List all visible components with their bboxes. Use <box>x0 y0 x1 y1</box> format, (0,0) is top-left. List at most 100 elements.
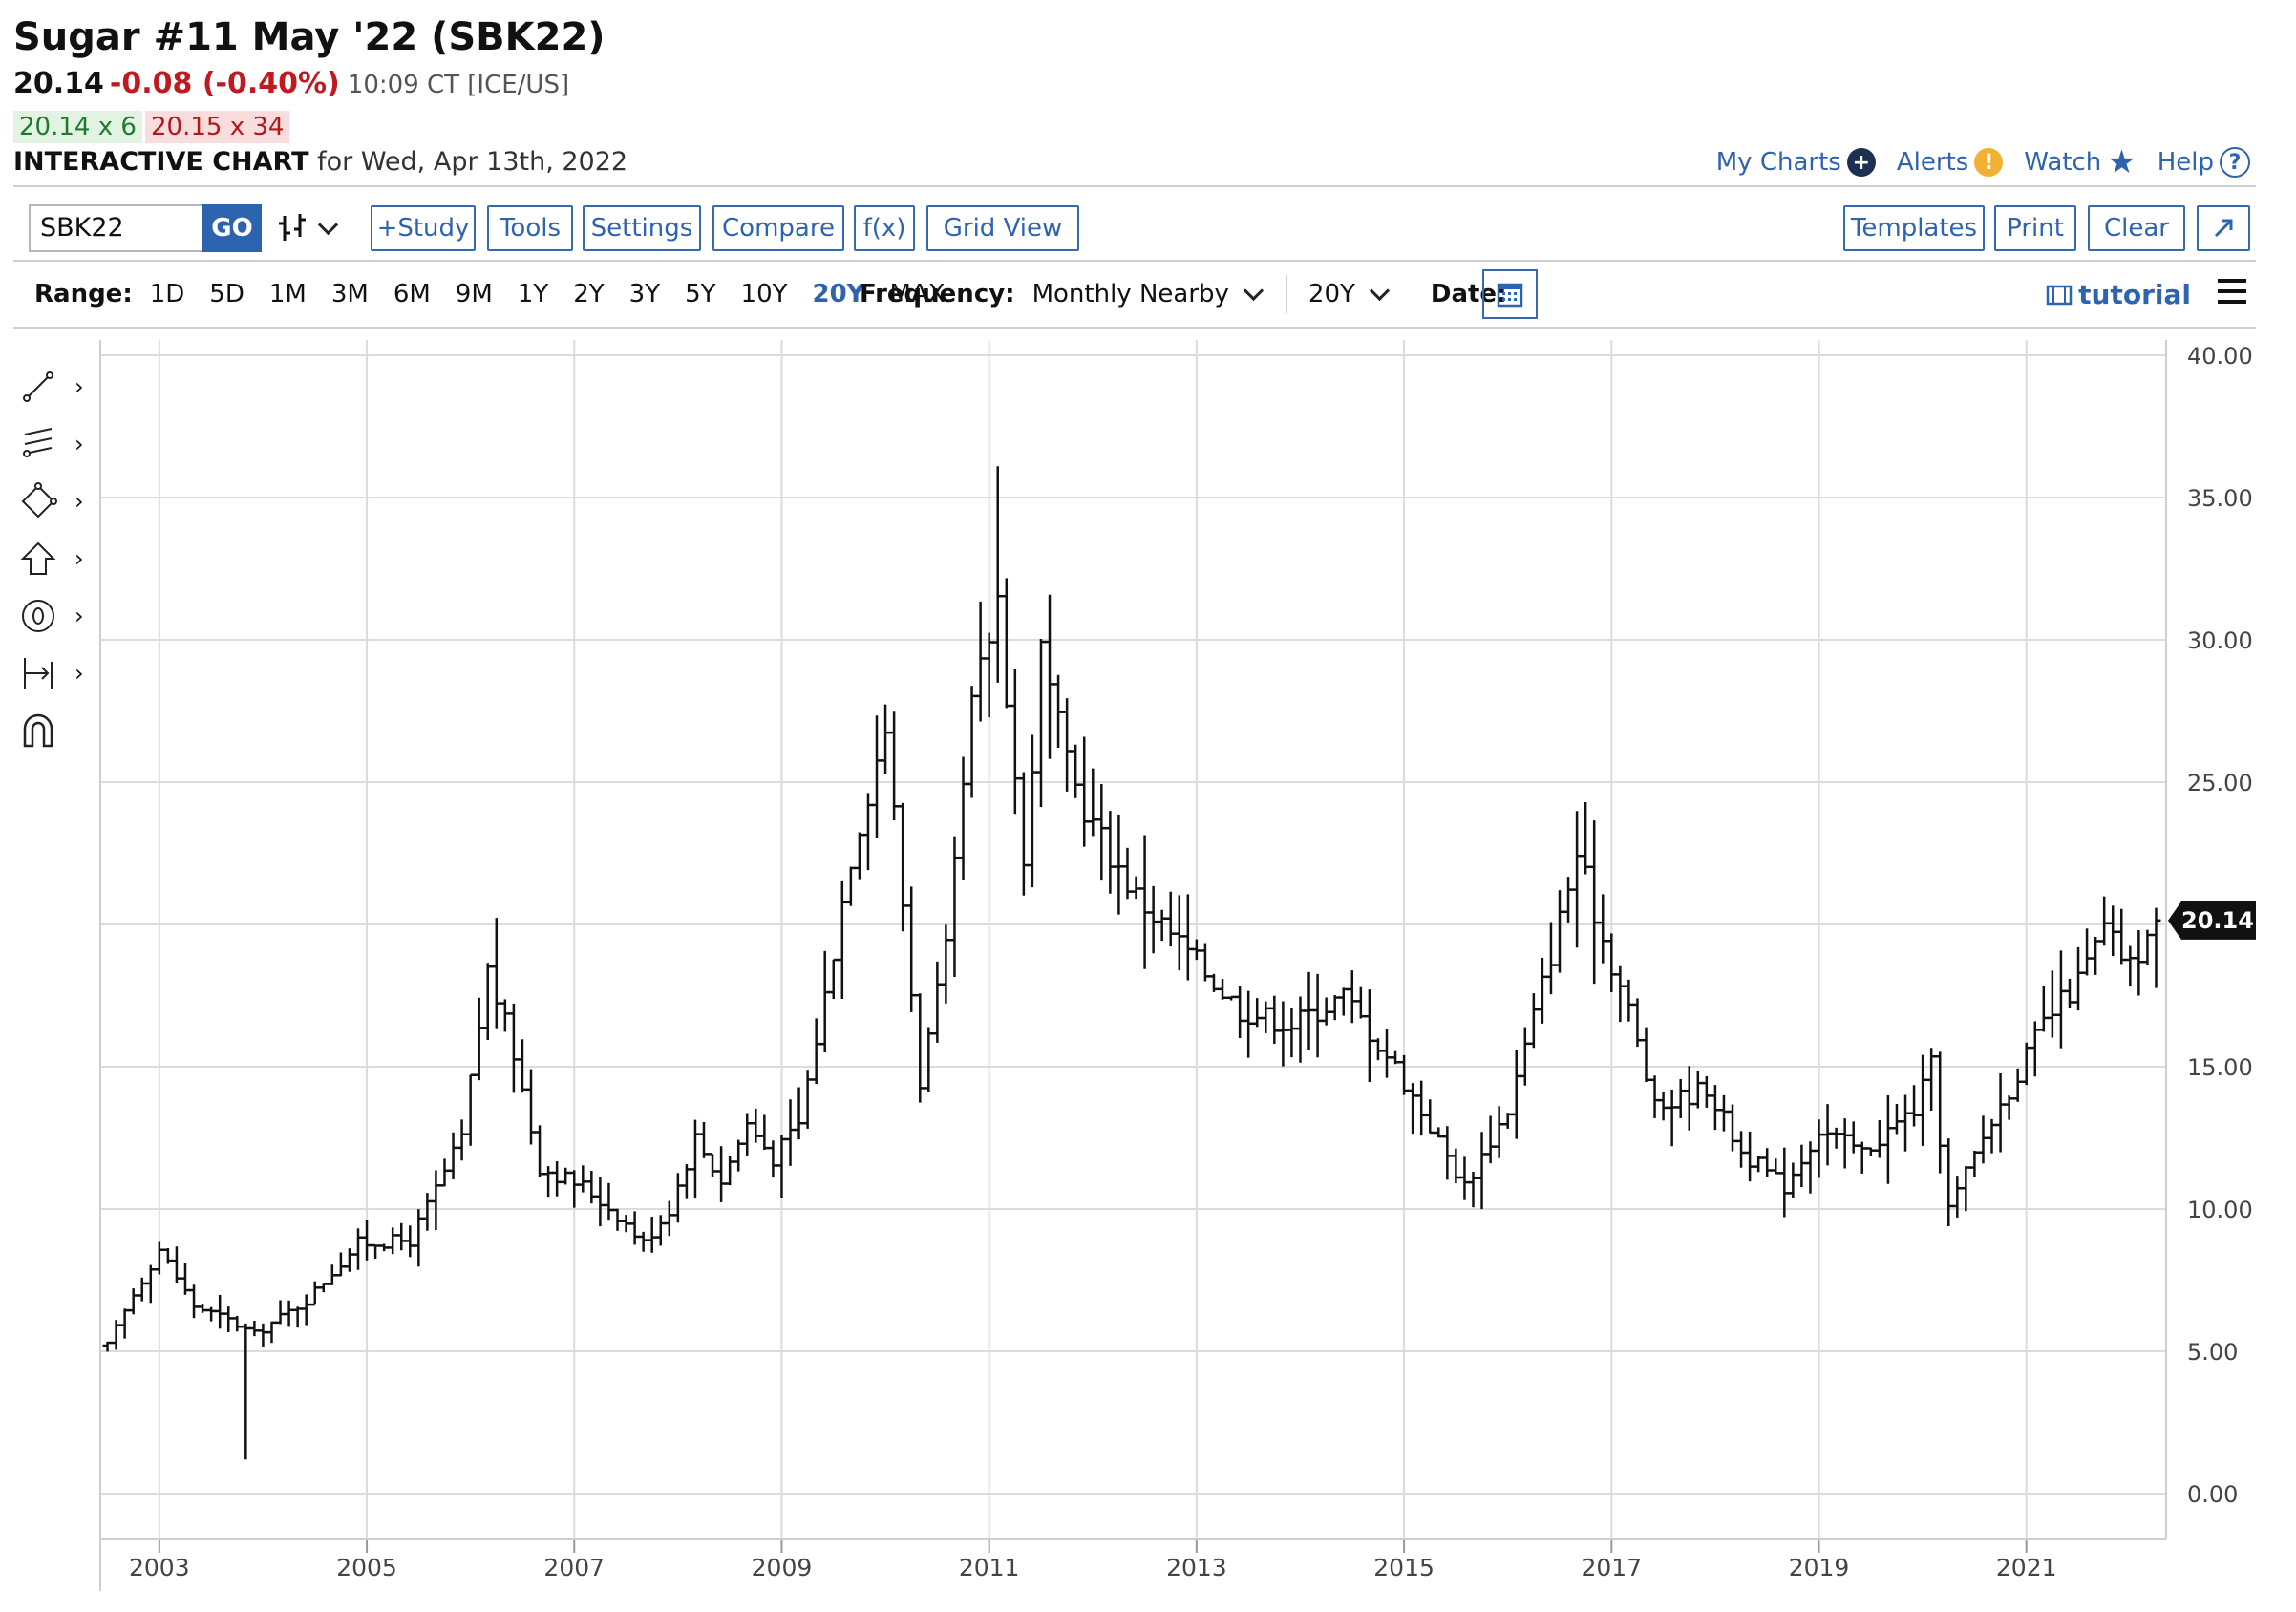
chart-title: Sugar #11 May '22 (SBK22) <box>13 15 606 59</box>
ohlc-bar <box>1572 811 1583 948</box>
frequency-label: Frequency: <box>860 280 1015 308</box>
ohlc-bar <box>465 1073 476 1146</box>
fx-button[interactable]: f(x) <box>854 205 915 251</box>
ohlc-bar <box>1563 877 1574 923</box>
ohlc-bar <box>992 466 1003 683</box>
ohlc-bar <box>171 1246 181 1284</box>
templates-button[interactable]: Templates <box>1843 205 1985 251</box>
ohlc-bar <box>647 1217 657 1253</box>
range-10y[interactable]: 10Y <box>740 280 788 308</box>
ohlc-bar <box>198 1304 208 1313</box>
ohlc-bar <box>906 886 917 1012</box>
ohlc-bar <box>388 1227 398 1255</box>
range-1m[interactable]: 1M <box>268 280 307 308</box>
range-3y[interactable]: 3Y <box>628 280 661 308</box>
ohlc-bar <box>1226 995 1237 1001</box>
range-5y[interactable]: 5Y <box>685 280 716 308</box>
ohlc-bar <box>1451 1148 1461 1184</box>
ohlc-bar <box>2091 936 2101 975</box>
ohlc-bar <box>232 1315 243 1332</box>
range-1d[interactable]: 1D <box>149 280 185 308</box>
y-tick-label: 40.00 <box>2187 343 2253 370</box>
ohlc-bar <box>352 1228 363 1270</box>
y-tick-label: 0.00 <box>2187 1481 2238 1508</box>
symbol-input[interactable]: SBK22 <box>29 204 210 252</box>
period-select[interactable]: 20Y <box>1308 280 1390 308</box>
ohlc-bar <box>1831 1127 1841 1149</box>
grid-view-button[interactable]: Grid View <box>926 205 1079 251</box>
hamburger-menu-icon[interactable] <box>2218 279 2246 310</box>
ohlc-bar <box>1615 965 1626 1023</box>
ohlc-bar <box>1848 1121 1859 1154</box>
ohlc-bar <box>1796 1144 1807 1188</box>
ohlc-bar <box>1944 1138 1954 1227</box>
plus-circle-icon: + <box>1846 148 1876 177</box>
ohlc-bar <box>1926 1048 1937 1111</box>
ohlc-bar <box>309 1281 320 1306</box>
clear-button[interactable]: Clear <box>2088 205 2185 251</box>
star-icon: ★ <box>2107 143 2137 181</box>
ohlc-bar <box>1545 922 1556 995</box>
range-9m[interactable]: 9M <box>455 280 493 308</box>
frequency-select[interactable]: Monthly Nearby <box>1032 280 1265 308</box>
ohlc-bar <box>1728 1104 1738 1152</box>
range-max[interactable]: MAX <box>889 280 946 308</box>
ohlc-bar <box>967 686 977 798</box>
ohlc-bar <box>1269 995 1280 1044</box>
tools-button[interactable]: Tools <box>487 205 573 251</box>
print-button[interactable]: Print <box>1994 205 2076 251</box>
ohlc-bar <box>1408 1083 1418 1135</box>
line-tool[interactable]: › <box>19 363 105 411</box>
ohlc-bar <box>500 999 510 1032</box>
ohlc-bar <box>344 1248 354 1272</box>
shape-icon <box>21 482 57 519</box>
film-icon <box>2046 285 2073 305</box>
range-5d[interactable]: 5D <box>209 280 244 308</box>
ohlc-bar <box>1918 1054 1928 1146</box>
ohlc-bar <box>1018 772 1029 896</box>
chart-type-selector[interactable] <box>277 212 339 244</box>
alerts-link[interactable]: Alerts ! <box>1896 148 2004 177</box>
help-link[interactable]: Help ? <box>2158 147 2250 178</box>
ohlc-bar <box>1105 811 1116 894</box>
ohlc-bar <box>1295 996 1306 1063</box>
tutorial-link[interactable]: tutorial <box>2046 279 2191 310</box>
chart-label: INTERACTIVE CHART <box>13 147 309 177</box>
ohlc-bar <box>1624 979 1634 1022</box>
ohlc-bar <box>1347 970 1357 1024</box>
study-button[interactable]: +Study <box>371 205 476 251</box>
ohlc-bar <box>1882 1094 1893 1184</box>
ohlc-bar <box>975 601 986 722</box>
fib-tool[interactable]: › <box>19 420 105 468</box>
ohlc-bar <box>1502 1113 1513 1129</box>
arrow-tool[interactable]: › <box>19 535 105 583</box>
ohlc-bar <box>889 711 900 821</box>
range-6m[interactable]: 6M <box>393 280 431 308</box>
alerts-label: Alerts <box>1896 148 1969 177</box>
ohlc-bar <box>2099 896 2110 946</box>
go-button[interactable]: GO <box>202 204 262 252</box>
compare-button[interactable]: Compare <box>712 205 844 251</box>
shape-tool[interactable]: › <box>19 477 105 525</box>
ohlc-bar <box>621 1215 631 1233</box>
range-20y[interactable]: 20Y <box>812 280 865 308</box>
watch-link[interactable]: Watch ★ <box>2024 143 2137 181</box>
ohlc-bar <box>681 1164 691 1199</box>
measure-tool[interactable]: › <box>19 649 105 697</box>
x-tick-label: 2019 <box>1789 1554 1850 1581</box>
range-1y[interactable]: 1Y <box>517 280 549 308</box>
range-3m[interactable]: 3M <box>330 280 369 308</box>
magnet-tool[interactable] <box>19 707 105 754</box>
text-tool[interactable]: › <box>19 592 105 640</box>
chevron-right-icon: › <box>74 431 84 457</box>
my-charts-link[interactable]: My Charts + <box>1716 148 1876 177</box>
ohlc-bar <box>1641 1027 1651 1083</box>
expand-button[interactable] <box>2197 205 2250 251</box>
range-2y[interactable]: 2Y <box>573 280 605 308</box>
ohlc-bar <box>1822 1104 1833 1166</box>
ohlc-bar <box>1053 674 1064 749</box>
date-picker-button[interactable] <box>1482 269 1538 319</box>
settings-button[interactable]: Settings <box>583 205 701 251</box>
ohlc-bar <box>508 1003 519 1093</box>
